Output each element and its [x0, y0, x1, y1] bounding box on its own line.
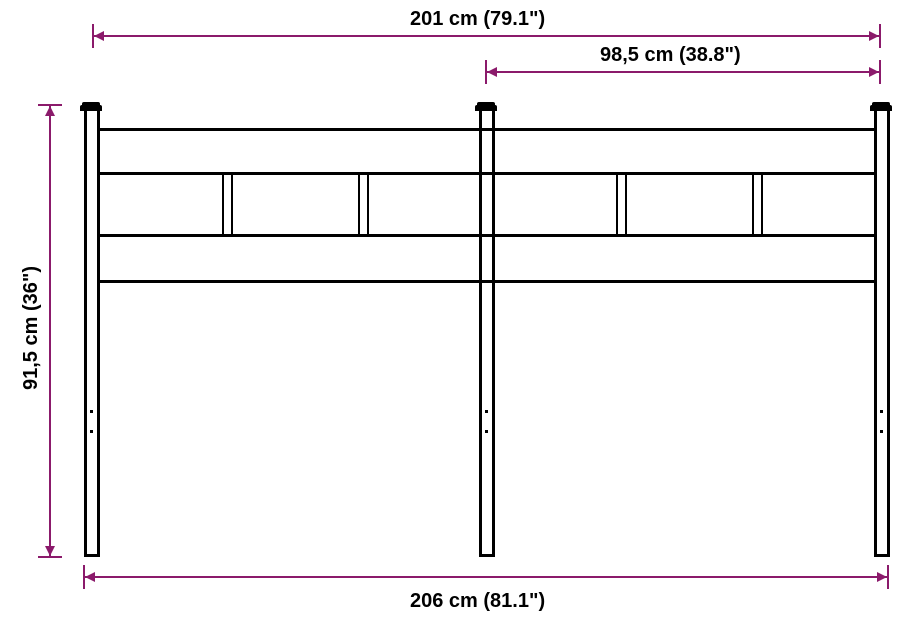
strut-2-r: [367, 175, 369, 234]
dim-height-arrow-down: [45, 546, 55, 556]
post-left-r: [97, 111, 100, 557]
dim-height-arrow-up: [45, 106, 55, 116]
dim-top-arrow-left: [94, 31, 104, 41]
strut-1-r: [231, 175, 233, 234]
dim-bot-label: 206 cm (81.1"): [410, 590, 545, 613]
dim-height-line: [49, 106, 51, 556]
dim-bot-arrow-right: [877, 572, 887, 582]
post-mid-r: [492, 111, 495, 557]
post-right-r: [887, 111, 890, 557]
dim-top-arrow-right: [869, 31, 879, 41]
dim-top-label: 201 cm (79.1"): [410, 8, 545, 31]
dim-half-line: [487, 71, 879, 73]
dim-top-line: [94, 35, 879, 37]
strut-3-l: [616, 175, 618, 234]
strut-4-l: [752, 175, 754, 234]
rail-lower-top: [100, 234, 874, 237]
rail-lower-bot: [100, 280, 874, 283]
strut-3-r: [625, 175, 627, 234]
post-right-l: [874, 111, 877, 557]
dim-top-tick-right: [879, 24, 881, 48]
dim-half-label: 98,5 cm (38.8"): [600, 44, 741, 67]
strut-4-r: [761, 175, 763, 234]
screw-mid-2: [485, 430, 488, 433]
post-right-bot: [874, 554, 890, 557]
dim-half-tick-right: [879, 60, 881, 84]
post-left-bot: [84, 554, 100, 557]
post-mid-bot: [479, 554, 495, 557]
dim-bot-tick-right: [887, 565, 889, 589]
rail-upper-bot: [100, 172, 874, 175]
strut-1-l: [222, 175, 224, 234]
rail-upper-top: [100, 128, 874, 131]
screw-left-2: [90, 430, 93, 433]
dim-height-tick-bot: [38, 556, 62, 558]
screw-right-1: [880, 410, 883, 413]
post-left-l: [84, 111, 87, 557]
dim-half-arrow-left: [487, 67, 497, 77]
dim-half-arrow-right: [869, 67, 879, 77]
post-mid-l: [479, 111, 482, 557]
strut-2-l: [358, 175, 360, 234]
screw-right-2: [880, 430, 883, 433]
screw-mid-1: [485, 410, 488, 413]
dim-bot-line: [85, 576, 887, 578]
screw-left-1: [90, 410, 93, 413]
dim-bot-arrow-left: [85, 572, 95, 582]
dim-height-label: 91,5 cm (36"): [20, 266, 43, 390]
